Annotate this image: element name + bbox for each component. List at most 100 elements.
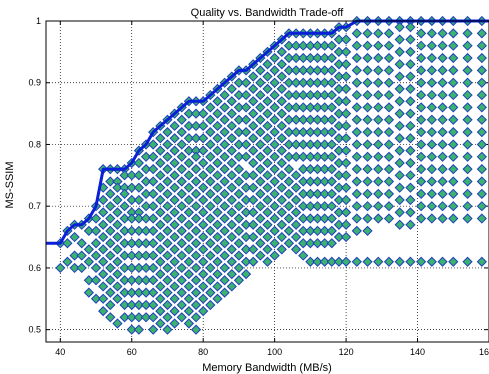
data-point [205,151,216,162]
data-point [373,65,384,76]
data-point [405,83,416,95]
data-point [133,213,144,224]
data-point [183,157,195,169]
data-point [190,262,202,274]
data-point [362,201,373,212]
data-point [462,65,473,76]
data-point [240,127,252,138]
data-point [98,194,109,206]
data-point [198,194,209,206]
data-point [226,133,237,144]
data-point [205,139,216,150]
data-point [212,96,223,107]
data-point [405,71,416,82]
data-point [305,102,316,113]
data-point [212,231,223,243]
data-point [476,139,487,150]
data-point [198,182,209,193]
data-point [212,120,223,132]
data-point [426,40,437,51]
data-point [240,151,252,162]
data-point [326,40,337,51]
data-point [319,201,330,212]
data-point [198,108,209,119]
data-point [383,164,395,175]
data-point [90,238,102,249]
data-point [162,176,173,187]
data-point [383,151,395,162]
data-point [155,133,166,144]
data-point [140,151,152,162]
data-point [312,213,323,224]
data-point [437,176,448,187]
data-point [240,244,252,255]
data-point [394,182,405,193]
data-point [162,312,173,323]
data-point [405,182,416,193]
data-point [312,114,323,125]
data-point [312,139,323,150]
data-point [426,201,437,212]
data-point [373,164,384,175]
data-point [305,201,316,212]
data-point [112,194,123,206]
data-point [255,188,266,199]
data-point [126,225,137,236]
data-point [148,164,159,175]
data-point [405,46,416,57]
data-point [126,238,137,249]
data-point [233,201,245,212]
data-point [305,77,316,88]
data-point [319,225,330,236]
data-point [119,250,130,261]
data-point [248,207,259,218]
data-point [169,133,180,144]
data-point [290,114,302,125]
data-point [319,102,330,113]
data-point [233,151,245,162]
data-point [340,231,352,243]
data-point [333,71,345,82]
data-point [448,102,459,113]
data-point [394,133,405,144]
data-point [394,34,405,45]
data-point [219,176,230,187]
data-point [283,213,295,224]
data-point [212,244,223,255]
data-point [476,77,487,88]
y-tick-label: 0.6 [28,263,41,273]
data-point [437,77,448,88]
data-point [448,213,459,224]
data-point [126,299,137,311]
data-point [198,281,209,292]
data-point [269,164,280,175]
data-point [269,201,280,212]
data-point [319,40,330,51]
data-point [240,256,252,267]
data-point [155,293,166,304]
data-point [140,201,152,212]
data-point [437,139,448,150]
data-point [362,213,373,224]
data-point [226,83,237,95]
data-point [262,83,273,95]
data-point [255,77,266,88]
x-tick-label: 60 [127,347,137,357]
data-point [140,262,152,274]
data-point [119,213,130,224]
data-point [269,225,280,236]
data-point [112,281,123,292]
data-point [133,250,144,261]
data-point [155,170,166,181]
data-point [319,213,330,224]
data-point [312,89,323,101]
data-point [248,71,259,82]
data-point [426,151,437,162]
data-point [262,207,273,218]
data-point [240,77,252,88]
data-point [240,102,252,113]
data-point [176,164,187,175]
data-point [448,256,459,267]
data-point [405,194,416,206]
data-point [212,170,223,181]
